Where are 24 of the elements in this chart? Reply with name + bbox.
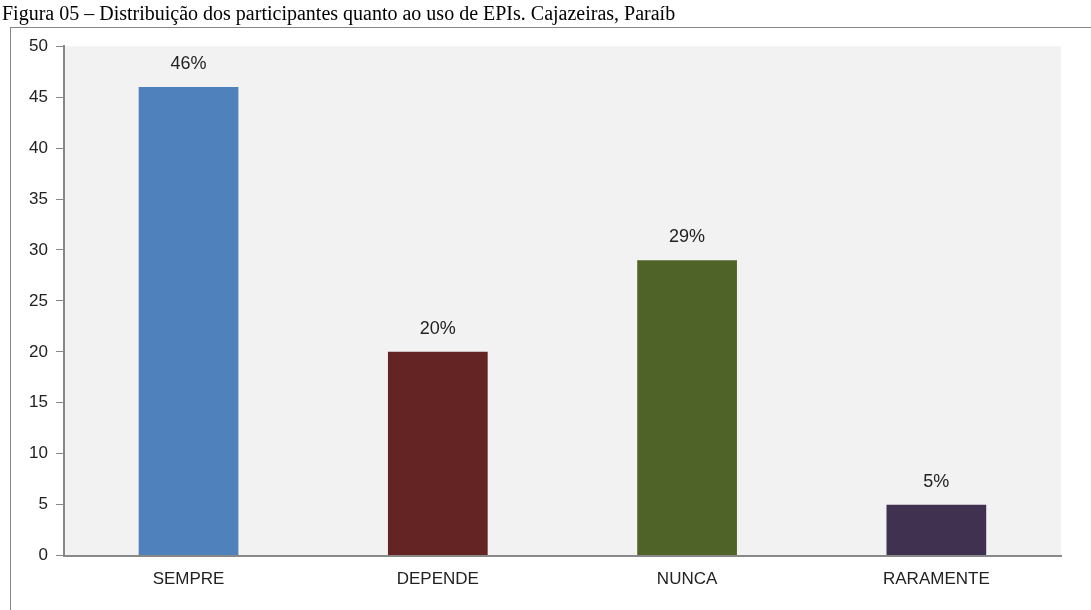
y-tick-label: 40 bbox=[28, 137, 48, 157]
y-tick-label: 50 bbox=[28, 35, 48, 55]
y-tick-label: 0 bbox=[38, 545, 48, 565]
y-tick-label: 20 bbox=[28, 341, 48, 361]
data-label: 20% bbox=[419, 317, 456, 338]
y-tick-label: 45 bbox=[28, 86, 48, 106]
x-tick-label: SEMPRE bbox=[152, 569, 225, 589]
y-tick-label: 30 bbox=[28, 239, 48, 259]
x-tick-label: NUNCA bbox=[656, 569, 718, 589]
data-label: 5% bbox=[923, 470, 950, 491]
y-tick-label: 25 bbox=[28, 290, 48, 310]
x-tick-label: DEPENDE bbox=[396, 569, 479, 589]
bar bbox=[886, 504, 987, 556]
chart-title: Figura 05 – Distribuição dos participantes quanto ao uso de EPIs. Cajazeiras, Paraíb bbox=[2, 1, 676, 25]
y-tick-label: 10 bbox=[28, 443, 48, 463]
data-label: 46% bbox=[170, 52, 207, 73]
y-tick-label: 5 bbox=[38, 494, 48, 514]
y-tick-label: 35 bbox=[28, 188, 48, 208]
bar bbox=[387, 351, 488, 556]
data-label: 29% bbox=[669, 226, 706, 247]
bar bbox=[138, 86, 239, 556]
x-tick-label: RARAMENTE bbox=[883, 569, 990, 589]
bar bbox=[637, 260, 737, 556]
y-tick-label: 15 bbox=[28, 392, 48, 412]
